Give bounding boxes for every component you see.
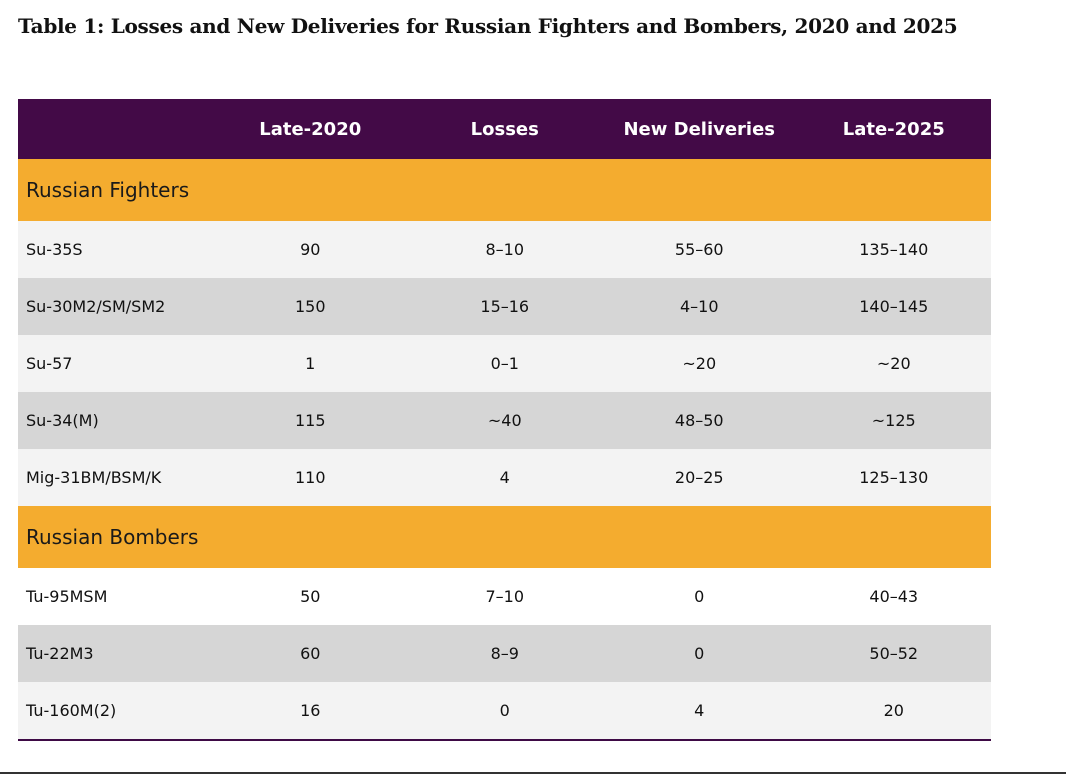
table-cell: 50 [213,568,408,625]
table-cell: ~20 [796,335,991,392]
table-cell: 55–60 [602,221,797,278]
section-label: Russian Fighters [18,159,991,221]
table-cell: 8–9 [407,625,602,682]
table-cell: 4–10 [602,278,797,335]
table-row: Su-34(M) 115 ~40 48–50 ~125 [18,392,991,449]
table-cell: 8–10 [407,221,602,278]
table-cell: 20 [796,682,991,740]
table-cell: 140–145 [796,278,991,335]
table-cell: 4 [602,682,797,740]
aircraft-name: Su-57 [18,335,213,392]
aircraft-name: Su-35S [18,221,213,278]
table-row: Su-35S 90 8–10 55–60 135–140 [18,221,991,278]
table-cell: 7–10 [407,568,602,625]
column-header: Late-2020 [213,99,408,159]
column-header: Late-2025 [796,99,991,159]
table-row: Su-30M2/SM/SM2 150 15–16 4–10 140–145 [18,278,991,335]
column-header [18,99,213,159]
table-cell: ~125 [796,392,991,449]
table-cell: 90 [213,221,408,278]
aircraft-name: Tu-160M(2) [18,682,213,740]
table-cell: ~20 [602,335,797,392]
table-cell: 4 [407,449,602,506]
section-row: Russian Fighters [18,159,991,221]
table-cell: 115 [213,392,408,449]
section-row: Russian Bombers [18,506,991,568]
divider [0,772,1066,774]
header-row: Late-2020 Losses New Deliveries Late-2025 [18,99,991,159]
table-title: Table 1: Losses and New Deliveries for R… [18,14,958,38]
table-row: Mig-31BM/BSM/K 110 4 20–25 125–130 [18,449,991,506]
table-cell: 15–16 [407,278,602,335]
table-cell: 0 [602,625,797,682]
table-row: Tu-22M3 60 8–9 0 50–52 [18,625,991,682]
table-cell: 1 [213,335,408,392]
column-header: New Deliveries [602,99,797,159]
table-cell: ~40 [407,392,602,449]
section-label: Russian Bombers [18,506,991,568]
table-cell: 0 [407,682,602,740]
table-cell: 0 [602,568,797,625]
data-table: Late-2020 Losses New Deliveries Late-2025 R… [18,99,991,741]
table-cell: 0–1 [407,335,602,392]
table-cell: 40–43 [796,568,991,625]
table-cell: 135–140 [796,221,991,278]
aircraft-name: Mig-31BM/BSM/K [18,449,213,506]
aircraft-name: Tu-22M3 [18,625,213,682]
table-cell: 110 [213,449,408,506]
table-cell: 60 [213,625,408,682]
table-cell: 20–25 [602,449,797,506]
aircraft-name: Su-34(M) [18,392,213,449]
table-cell: 50–52 [796,625,991,682]
table-cell: 150 [213,278,408,335]
aircraft-name: Tu-95MSM [18,568,213,625]
table-cell: 125–130 [796,449,991,506]
aircraft-name: Su-30M2/SM/SM2 [18,278,213,335]
table-row: Tu-160M(2) 16 0 4 20 [18,682,991,740]
table-row: Su-57 1 0–1 ~20 ~20 [18,335,991,392]
column-header: Losses [407,99,602,159]
table-row: Tu-95MSM 50 7–10 0 40–43 [18,568,991,625]
table-cell: 16 [213,682,408,740]
table-cell: 48–50 [602,392,797,449]
